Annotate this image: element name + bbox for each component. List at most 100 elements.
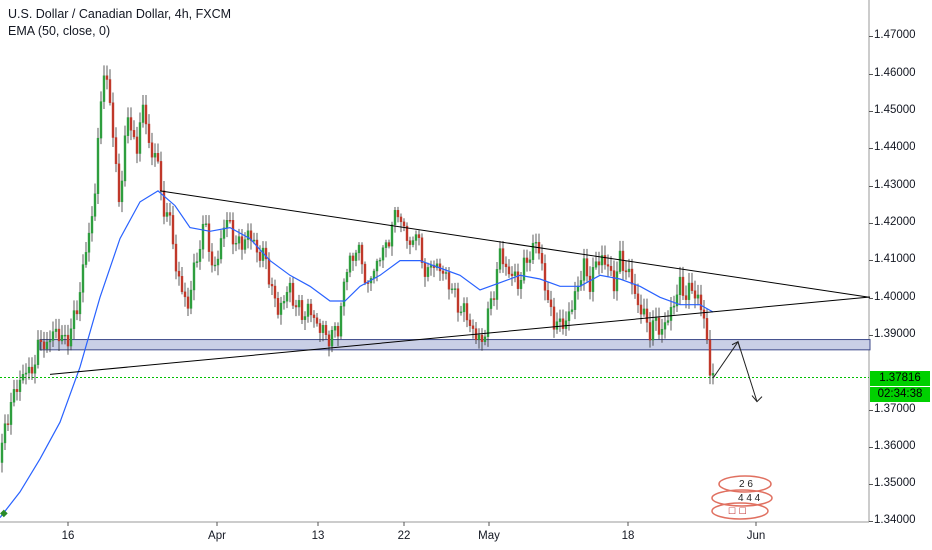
candle-body bbox=[333, 326, 337, 331]
candle-body bbox=[561, 318, 565, 329]
candle-body bbox=[564, 320, 568, 329]
ytick-label: 1.34000 bbox=[869, 514, 916, 526]
candle-body bbox=[183, 291, 187, 298]
candle-body bbox=[624, 270, 628, 273]
candle-body bbox=[420, 237, 424, 263]
candle-body bbox=[558, 318, 562, 322]
candle-body bbox=[594, 261, 598, 268]
candle-body bbox=[135, 136, 139, 154]
candle-body bbox=[0, 442, 4, 463]
candle-body bbox=[702, 309, 706, 319]
candle-body bbox=[534, 242, 538, 244]
xtick-label: Apr bbox=[208, 530, 226, 542]
ytick-label: 1.40000 bbox=[869, 291, 916, 303]
ytick-label: 1.39000 bbox=[869, 328, 916, 340]
candle-body bbox=[399, 216, 403, 223]
candle-body bbox=[618, 250, 622, 272]
candle-body bbox=[279, 302, 283, 315]
candle-body bbox=[675, 294, 679, 307]
candle-body bbox=[516, 271, 520, 289]
candle-body bbox=[54, 328, 58, 332]
candle-body bbox=[552, 306, 556, 330]
candle-body bbox=[315, 317, 319, 324]
candle-body bbox=[150, 142, 154, 158]
candle-body bbox=[408, 240, 412, 245]
last-price-badge: 1.37816 bbox=[870, 371, 930, 386]
candle-body bbox=[309, 303, 313, 316]
candle-body bbox=[648, 322, 652, 341]
ytick-label: 1.46000 bbox=[869, 67, 916, 79]
candle-body bbox=[42, 341, 46, 350]
candle-body bbox=[498, 248, 502, 270]
candle-body bbox=[18, 379, 22, 392]
candle-body bbox=[297, 300, 301, 308]
candle-body bbox=[525, 257, 529, 263]
svg-text:2 6: 2 6 bbox=[739, 479, 753, 490]
candle-body bbox=[33, 364, 37, 374]
support-zone-layer bbox=[0, 339, 871, 379]
candle-body bbox=[396, 210, 400, 218]
candle-body bbox=[411, 240, 415, 245]
candle-body bbox=[129, 117, 133, 131]
candle-body bbox=[690, 282, 694, 291]
candle-body bbox=[636, 293, 640, 306]
ytick-label: 1.44000 bbox=[869, 141, 916, 153]
candle-body bbox=[282, 301, 286, 304]
candle-body bbox=[237, 236, 241, 244]
xtick-marks-layer bbox=[67, 522, 757, 526]
candle-body bbox=[21, 374, 25, 381]
candle-body bbox=[606, 264, 610, 267]
candle-body bbox=[117, 163, 121, 203]
candle-body bbox=[603, 255, 607, 265]
candle-body bbox=[327, 334, 331, 347]
candle-body bbox=[198, 248, 202, 262]
ytick-label: 1.36000 bbox=[869, 440, 916, 452]
candle-body bbox=[351, 255, 355, 261]
candle-body bbox=[609, 265, 613, 271]
candle-body bbox=[312, 314, 316, 318]
candle-body bbox=[465, 303, 469, 321]
candle-body bbox=[174, 243, 178, 272]
candle-body bbox=[492, 298, 496, 300]
candle-body bbox=[201, 223, 205, 250]
candle-body bbox=[186, 296, 190, 309]
candle-body bbox=[144, 104, 148, 125]
candle-body bbox=[540, 253, 544, 264]
candle-body bbox=[6, 423, 10, 425]
scroll-left-marker-icon[interactable]: ◆ bbox=[0, 508, 8, 519]
trendline-layer bbox=[49, 190, 871, 375]
candle-body bbox=[75, 310, 79, 315]
candle-body bbox=[450, 288, 454, 291]
candle-body bbox=[321, 325, 325, 333]
candle-body bbox=[231, 220, 235, 245]
candle-body bbox=[291, 282, 295, 306]
candle-body bbox=[504, 263, 508, 268]
candle-body bbox=[102, 75, 106, 102]
price-axis[interactable]: 1.47000 1.46000 1.45000 1.44000 1.43000 … bbox=[869, 0, 932, 526]
candle-body bbox=[378, 259, 382, 262]
candle-body bbox=[168, 212, 172, 216]
candle-body bbox=[84, 252, 88, 265]
candle-body bbox=[228, 220, 232, 222]
candle-body bbox=[387, 242, 391, 247]
candle-body bbox=[405, 225, 409, 241]
candle-body bbox=[9, 402, 13, 425]
candle-body bbox=[519, 279, 523, 289]
candle-body bbox=[660, 329, 664, 335]
candle-body bbox=[192, 262, 196, 291]
candle-body bbox=[345, 272, 349, 283]
candle-body bbox=[486, 308, 490, 337]
candle-body bbox=[501, 248, 505, 265]
candle-body bbox=[567, 311, 571, 321]
candle-body bbox=[588, 275, 592, 292]
candle-body bbox=[483, 336, 487, 342]
candle-body bbox=[681, 276, 685, 296]
candle-body bbox=[57, 328, 61, 342]
candle-body bbox=[600, 255, 604, 266]
candle-body bbox=[234, 242, 238, 245]
candle-body bbox=[138, 122, 142, 154]
candle-body bbox=[468, 319, 472, 326]
candle-body bbox=[27, 366, 31, 374]
candle-body bbox=[384, 242, 388, 248]
